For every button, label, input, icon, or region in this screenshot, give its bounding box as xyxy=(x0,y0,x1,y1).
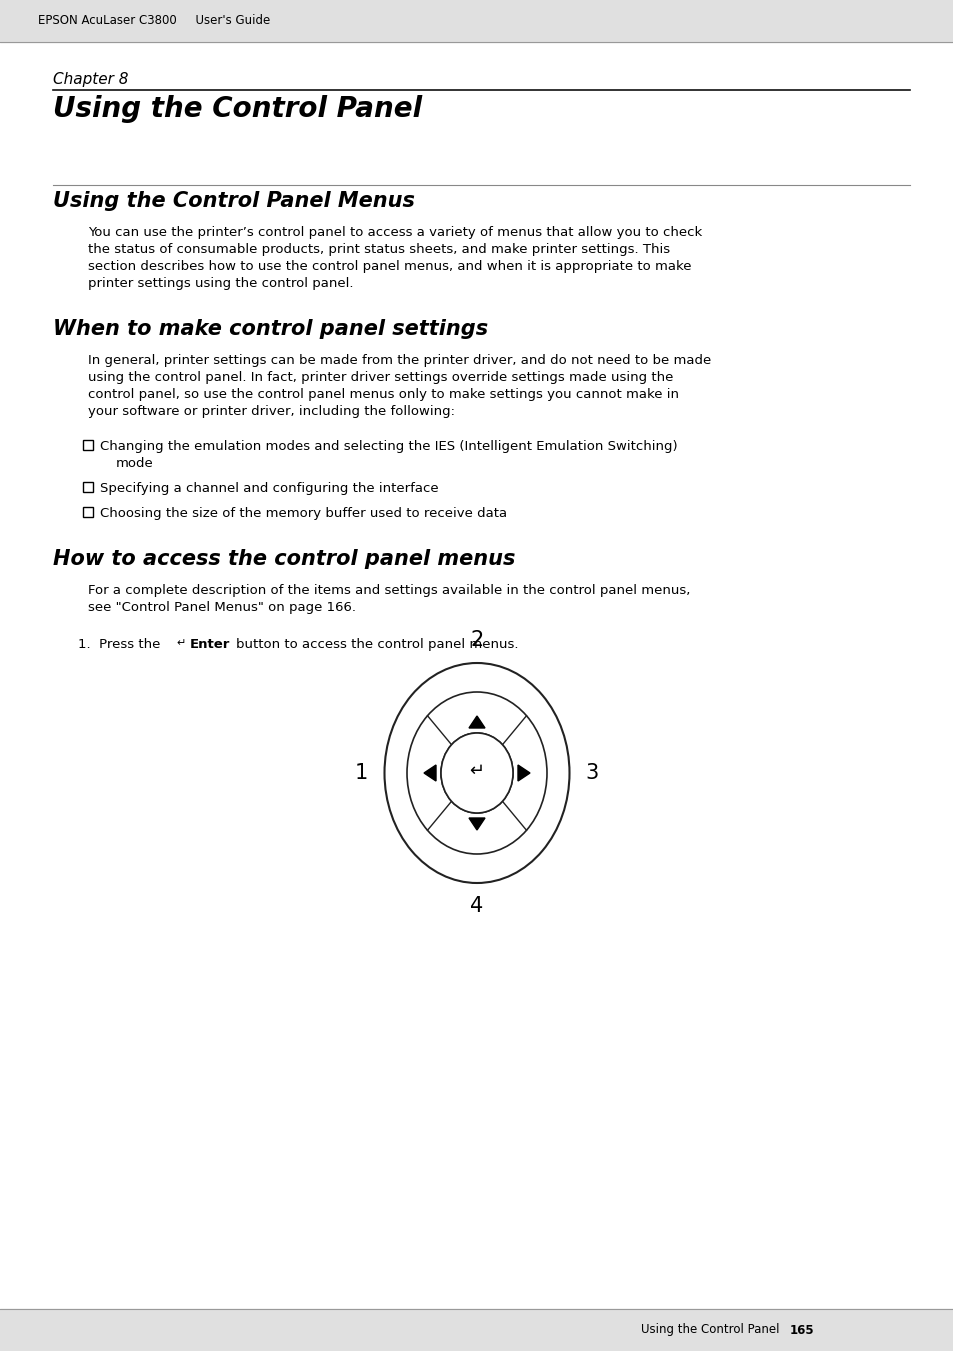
Text: 1: 1 xyxy=(355,763,368,784)
Text: control panel, so use the control panel menus only to make settings you cannot m: control panel, so use the control panel … xyxy=(88,388,679,401)
Bar xyxy=(83,482,92,492)
Bar xyxy=(83,440,92,450)
Text: button to access the control panel menus.: button to access the control panel menus… xyxy=(235,638,518,651)
Text: Enter: Enter xyxy=(190,638,230,651)
Bar xyxy=(83,507,92,517)
Text: Chapter 8: Chapter 8 xyxy=(53,72,129,86)
Text: 1.  Press the: 1. Press the xyxy=(78,638,165,651)
Text: You can use the printer’s control panel to access a variety of menus that allow : You can use the printer’s control panel … xyxy=(88,226,701,239)
Text: Choosing the size of the memory buffer used to receive data: Choosing the size of the memory buffer u… xyxy=(100,507,507,520)
Text: In general, printer settings can be made from the printer driver, and do not nee: In general, printer settings can be made… xyxy=(88,354,711,367)
Text: printer settings using the control panel.: printer settings using the control panel… xyxy=(88,277,354,290)
Text: For a complete description of the items and settings available in the control pa: For a complete description of the items … xyxy=(88,584,690,597)
Polygon shape xyxy=(469,817,484,830)
Text: 2: 2 xyxy=(470,630,483,650)
Text: your software or printer driver, including the following:: your software or printer driver, includi… xyxy=(88,405,455,417)
Text: Using the Control Panel Menus: Using the Control Panel Menus xyxy=(53,190,415,211)
Bar xyxy=(0,1309,953,1351)
Text: using the control panel. In fact, printer driver settings override settings made: using the control panel. In fact, printe… xyxy=(88,372,673,384)
Ellipse shape xyxy=(440,734,513,813)
Text: 4: 4 xyxy=(470,896,483,916)
Text: mode: mode xyxy=(116,457,153,470)
Text: Changing the emulation modes and selecting the IES (Intelligent Emulation Switch: Changing the emulation modes and selecti… xyxy=(100,440,677,453)
Text: Using the Control Panel: Using the Control Panel xyxy=(53,95,421,123)
Text: ↵: ↵ xyxy=(175,638,185,648)
Text: Using the Control Panel: Using the Control Panel xyxy=(640,1324,780,1336)
Text: Specifying a channel and configuring the interface: Specifying a channel and configuring the… xyxy=(100,482,438,494)
Text: 165: 165 xyxy=(789,1324,814,1336)
Text: ↵: ↵ xyxy=(469,762,484,780)
Polygon shape xyxy=(517,765,530,781)
Text: How to access the control panel menus: How to access the control panel menus xyxy=(53,549,515,569)
Ellipse shape xyxy=(440,734,513,813)
Text: EPSON AcuLaser C3800     User's Guide: EPSON AcuLaser C3800 User's Guide xyxy=(38,15,270,27)
Text: the status of consumable products, print status sheets, and make printer setting: the status of consumable products, print… xyxy=(88,243,669,255)
Text: When to make control panel settings: When to make control panel settings xyxy=(53,319,488,339)
Polygon shape xyxy=(423,765,436,781)
Ellipse shape xyxy=(407,692,546,854)
Text: 3: 3 xyxy=(585,763,598,784)
Polygon shape xyxy=(469,716,484,728)
Text: section describes how to use the control panel menus, and when it is appropriate: section describes how to use the control… xyxy=(88,259,691,273)
Bar xyxy=(0,0,953,42)
Text: see "Control Panel Menus" on page 166.: see "Control Panel Menus" on page 166. xyxy=(88,601,355,613)
